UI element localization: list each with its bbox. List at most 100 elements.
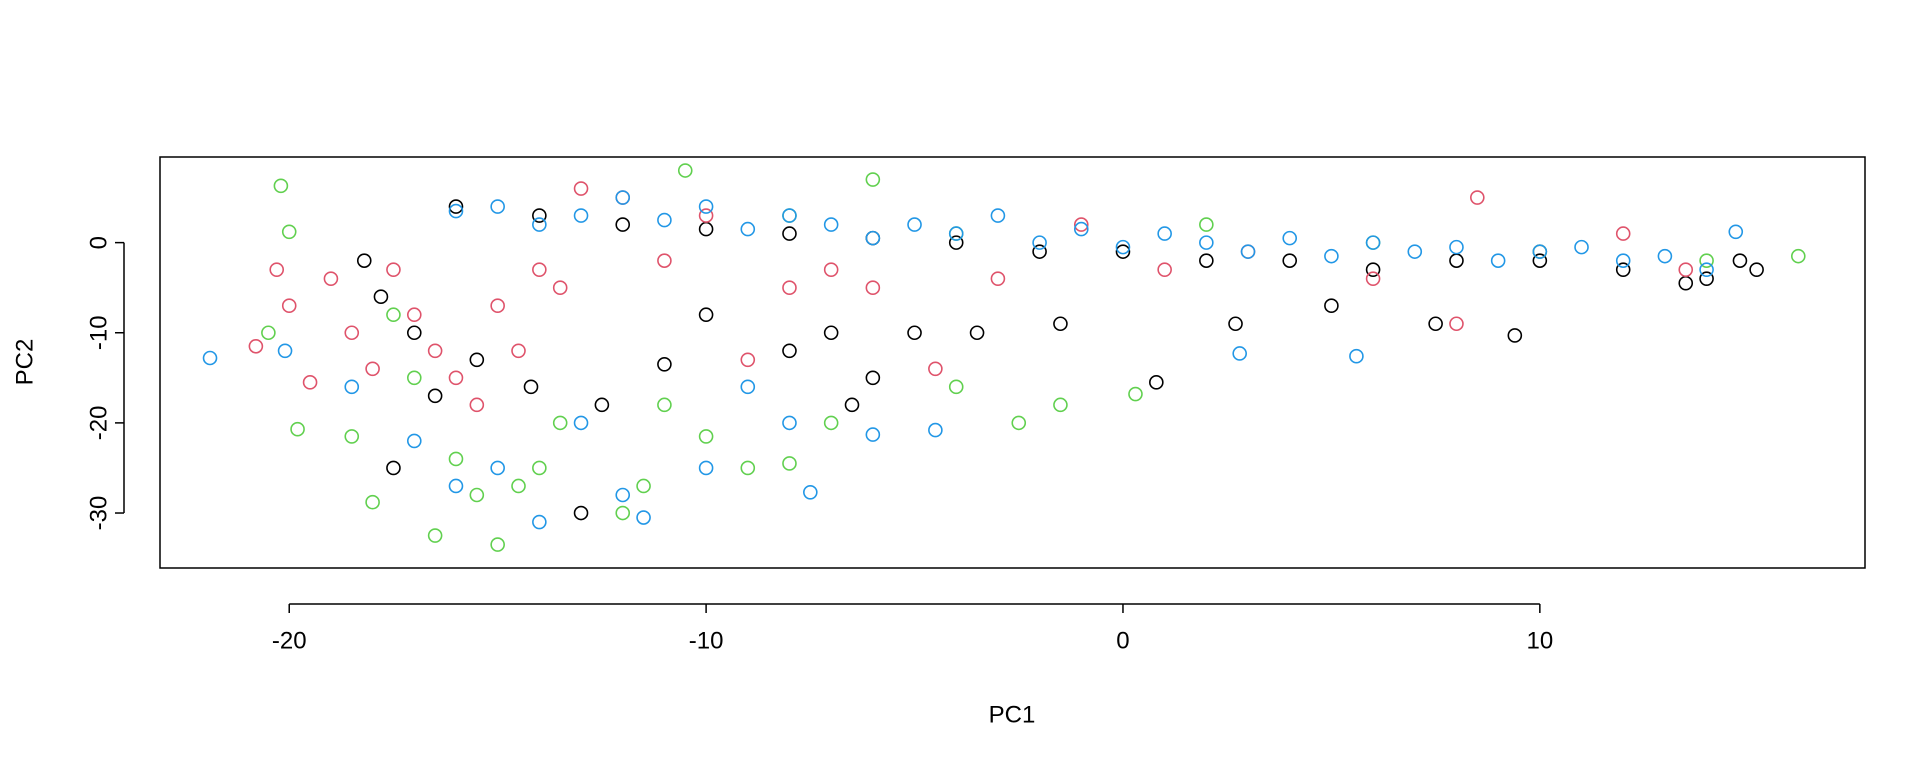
point bbox=[948, 379, 964, 395]
point bbox=[823, 217, 839, 232]
point bbox=[302, 375, 318, 390]
point bbox=[365, 361, 380, 377]
y-tick-label: -10 bbox=[85, 315, 112, 350]
point bbox=[1149, 375, 1164, 390]
point bbox=[1115, 244, 1131, 259]
point bbox=[907, 217, 922, 232]
point bbox=[990, 208, 1006, 223]
point bbox=[990, 271, 1006, 286]
point bbox=[615, 505, 631, 521]
point bbox=[1365, 262, 1381, 277]
point bbox=[636, 478, 651, 494]
point bbox=[1657, 248, 1673, 264]
point bbox=[636, 510, 651, 525]
point bbox=[281, 298, 297, 314]
y-tick-label: -20 bbox=[85, 406, 112, 441]
point bbox=[261, 325, 276, 341]
point bbox=[1699, 262, 1714, 277]
point bbox=[615, 217, 631, 232]
point bbox=[865, 427, 881, 442]
x-tick-label: -10 bbox=[689, 627, 724, 654]
x-tick-label: -20 bbox=[272, 627, 307, 654]
point bbox=[511, 343, 526, 359]
point bbox=[573, 415, 589, 431]
point bbox=[657, 212, 672, 228]
point bbox=[1574, 239, 1589, 255]
point bbox=[823, 415, 839, 431]
point bbox=[427, 528, 443, 543]
point bbox=[698, 307, 714, 323]
point bbox=[573, 208, 589, 223]
point bbox=[782, 343, 797, 359]
point bbox=[344, 379, 360, 395]
point bbox=[406, 433, 422, 449]
point bbox=[373, 289, 389, 305]
point bbox=[1282, 253, 1298, 268]
point bbox=[273, 178, 289, 194]
point bbox=[657, 357, 672, 372]
point bbox=[657, 253, 672, 268]
point bbox=[1349, 348, 1364, 364]
point bbox=[202, 350, 218, 366]
point bbox=[365, 494, 380, 510]
point bbox=[782, 208, 797, 223]
point bbox=[1365, 235, 1381, 250]
point bbox=[1615, 253, 1631, 268]
point bbox=[782, 456, 797, 471]
point bbox=[1615, 262, 1631, 277]
point bbox=[1490, 253, 1506, 268]
point bbox=[469, 397, 485, 413]
point bbox=[523, 379, 539, 395]
point bbox=[1053, 316, 1068, 332]
point bbox=[427, 343, 443, 359]
point bbox=[277, 343, 293, 359]
point bbox=[532, 514, 547, 530]
point bbox=[448, 478, 464, 494]
point bbox=[740, 352, 756, 368]
point bbox=[969, 325, 985, 341]
point bbox=[490, 537, 505, 552]
point bbox=[427, 388, 443, 404]
point bbox=[248, 338, 264, 354]
point bbox=[782, 226, 797, 241]
point bbox=[615, 487, 631, 503]
point bbox=[1228, 316, 1243, 332]
point bbox=[406, 370, 422, 386]
point bbox=[948, 235, 964, 250]
point bbox=[386, 460, 401, 476]
point bbox=[1128, 386, 1143, 402]
point bbox=[1199, 253, 1214, 268]
point bbox=[1324, 248, 1339, 264]
point bbox=[1449, 239, 1464, 255]
y-tick-label: 0 bbox=[85, 236, 112, 249]
point bbox=[1428, 316, 1443, 332]
point bbox=[782, 280, 797, 295]
point bbox=[677, 163, 693, 178]
point bbox=[823, 262, 839, 277]
point bbox=[1199, 235, 1214, 250]
point bbox=[1199, 217, 1214, 232]
point bbox=[1449, 253, 1464, 268]
point bbox=[1032, 244, 1047, 259]
point bbox=[1449, 316, 1464, 332]
point bbox=[448, 370, 464, 386]
point bbox=[1282, 230, 1298, 246]
point bbox=[290, 421, 305, 437]
x-axis-label: PC1 bbox=[989, 701, 1036, 728]
point bbox=[448, 203, 464, 219]
point bbox=[1232, 346, 1247, 361]
point bbox=[552, 415, 568, 431]
point bbox=[740, 379, 756, 395]
point bbox=[573, 505, 589, 521]
point bbox=[281, 224, 297, 240]
point bbox=[1791, 248, 1806, 264]
point bbox=[1407, 244, 1423, 259]
point bbox=[1699, 253, 1714, 268]
point bbox=[573, 181, 589, 196]
point bbox=[865, 280, 881, 295]
plot-box bbox=[159, 156, 1866, 569]
point bbox=[532, 217, 547, 232]
point bbox=[532, 460, 547, 476]
point bbox=[928, 361, 943, 377]
point bbox=[490, 298, 505, 314]
